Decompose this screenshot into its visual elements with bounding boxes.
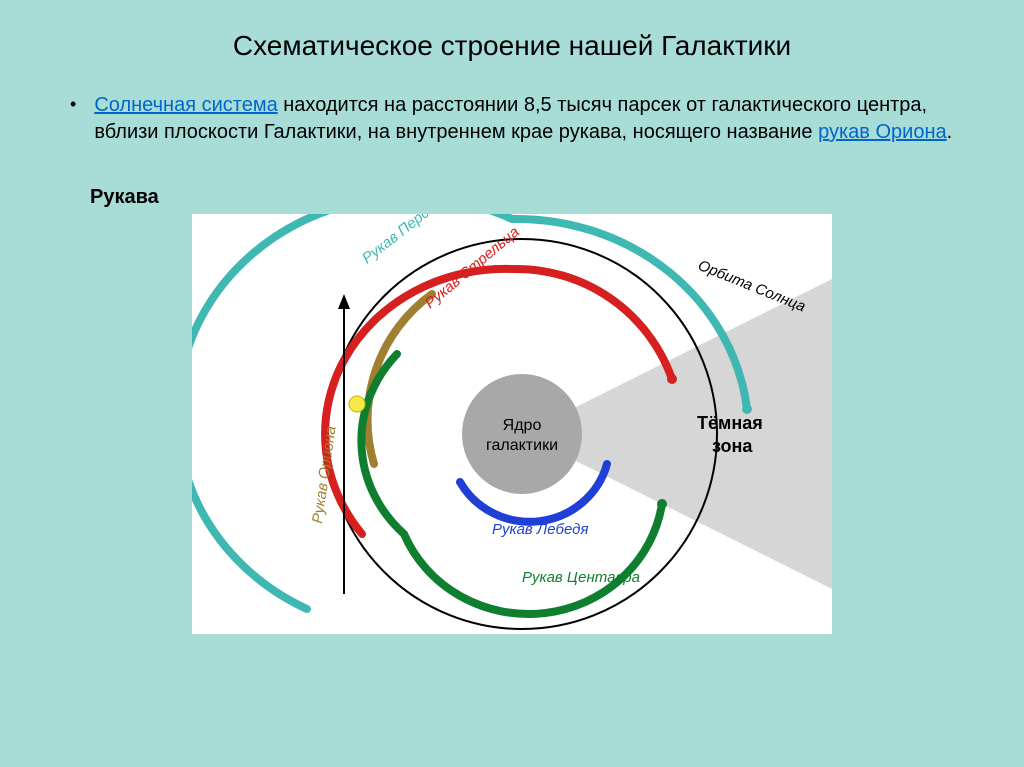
page-title: Схематическое строение нашей Галактики [50, 30, 974, 62]
arm-end-dot [657, 499, 667, 509]
sun-marker [349, 396, 365, 412]
bullet-icon: • [70, 94, 76, 115]
dark-zone-label: Тёмная [697, 413, 763, 433]
arm-end-dot [667, 374, 677, 384]
arm-label: Рукав Центавра [522, 569, 640, 586]
diagram-container: ЯдрогалактикиТёмнаязонаОрбита СолнцаРука… [50, 214, 974, 634]
core-label: галактики [486, 437, 558, 454]
galaxy-diagram: ЯдрогалактикиТёмнаязонаОрбита СолнцаРука… [192, 214, 832, 634]
galaxy-core [462, 374, 582, 494]
para-text-2: . [947, 121, 953, 143]
subheading-arms: Рукава [90, 186, 974, 209]
core-label: Ядро [503, 417, 542, 434]
link-solar-system[interactable]: Солнечная система [94, 94, 277, 116]
slide-page: Схематическое строение нашей Галактики •… [0, 0, 1024, 767]
link-orion-arm[interactable]: рукав Ориона [818, 121, 947, 143]
paragraph-block: • Солнечная система находится на расстоя… [50, 92, 974, 146]
arm-label: Рукав Лебедя [492, 521, 588, 538]
dark-zone-label2: зона [712, 436, 753, 456]
paragraph-text: Солнечная система находится на расстояни… [94, 92, 974, 146]
